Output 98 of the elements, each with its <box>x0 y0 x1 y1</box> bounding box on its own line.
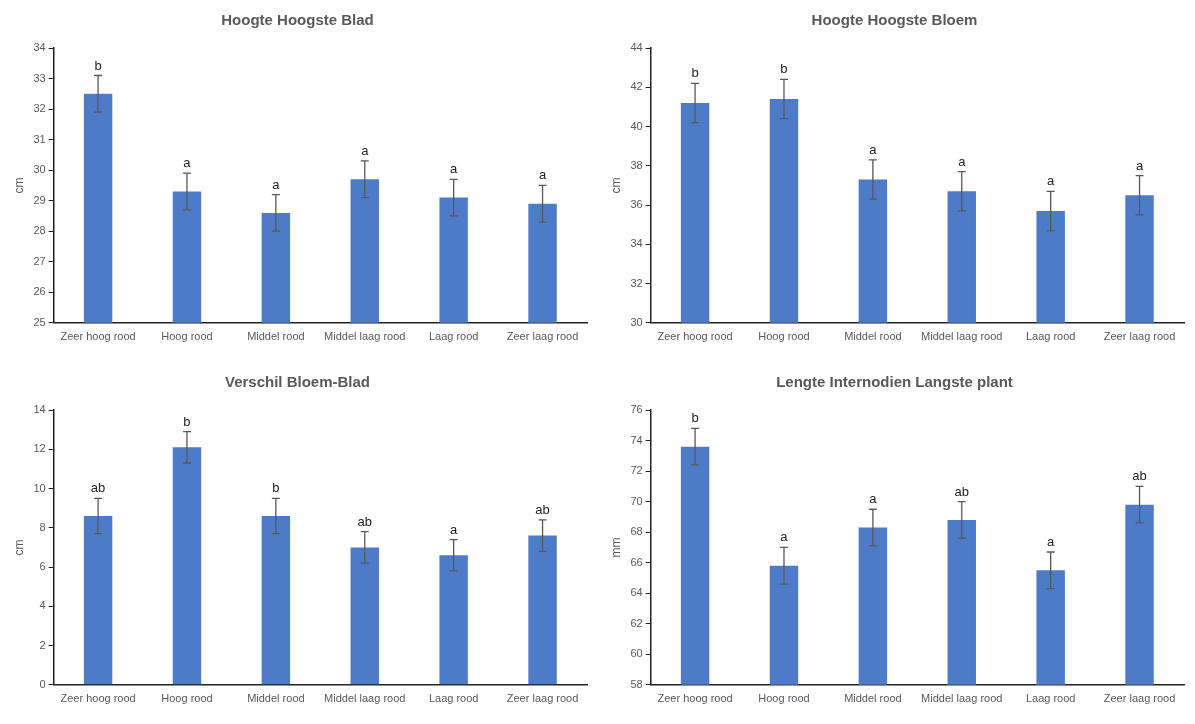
y-tick-label: 30 <box>33 163 46 176</box>
x-tick-label: Zeer hoog rood <box>657 692 733 705</box>
y-tick-label: 26 <box>33 285 46 298</box>
x-tick-label: Zeer laag rood <box>506 330 579 343</box>
annotation: b <box>94 57 102 73</box>
annotation: ab <box>1132 468 1147 484</box>
y-tick-label: 64 <box>630 586 643 599</box>
annotation: b <box>183 413 191 429</box>
y-tick-label: 30 <box>630 315 643 328</box>
y-tick-label: 58 <box>630 677 643 690</box>
bar <box>261 515 291 685</box>
y-axis-title: cm <box>608 177 623 194</box>
annotation: ab <box>535 502 550 517</box>
bar <box>172 447 202 685</box>
x-tick-label: Hoog rood <box>758 692 810 705</box>
annotation: b <box>780 61 788 77</box>
annotation: a <box>1047 534 1056 550</box>
y-tick-label: 34 <box>33 41 46 54</box>
x-tick-label: Zeer laag rood <box>506 692 579 705</box>
x-tick-label: Zeer laag rood <box>1103 692 1176 705</box>
x-tick-label: Hoog rood <box>758 330 810 343</box>
bar <box>439 555 468 685</box>
y-tick-label: 31 <box>33 132 46 145</box>
y-tick-label: 72 <box>630 464 643 477</box>
annotation: ab <box>357 513 372 529</box>
x-tick-label: Laag rood <box>428 330 479 343</box>
y-tick-label: 25 <box>33 315 46 328</box>
chart-title: Hoogte Hoogste Bloem <box>811 11 978 29</box>
y-tick-label: 10 <box>33 481 46 494</box>
annotation: ab <box>90 480 106 496</box>
x-tick-label: Laag rood <box>1025 330 1076 343</box>
bar <box>83 515 113 685</box>
x-tick-label: Zeer hoog rood <box>60 330 136 343</box>
y-tick-label: 60 <box>630 647 643 660</box>
chart-title: Verschil Bloem-Blad <box>224 373 371 391</box>
y-tick-label: 44 <box>630 41 643 54</box>
x-tick-label: Middel laag rood <box>921 330 1003 343</box>
annotation: a <box>1135 157 1144 173</box>
x-tick-label: Middel laag rood <box>921 692 1003 705</box>
annotation: a <box>538 167 547 183</box>
annotation: a <box>869 141 878 157</box>
x-tick-label: Middel laag rood <box>324 330 406 343</box>
annotation: a <box>183 155 192 171</box>
x-tick-label: Zeer laag rood <box>1103 330 1176 343</box>
bar <box>350 547 379 685</box>
annotation: a <box>780 529 789 545</box>
y-axis-title: mm <box>608 537 623 558</box>
y-tick-label: 34 <box>630 237 643 250</box>
y-axis-title: cm <box>11 177 26 194</box>
annotation: a <box>272 176 281 192</box>
y-axis-title: cm <box>11 539 26 556</box>
y-tick-label: 0 <box>39 677 46 690</box>
y-tick-label: 12 <box>33 442 46 455</box>
y-tick-label: 28 <box>33 224 46 237</box>
x-tick-label: Zeer hoog rood <box>60 692 136 705</box>
x-tick-label: Zeer hoog rood <box>657 330 733 343</box>
annotation: b <box>691 410 699 426</box>
x-tick-label: Middel rood <box>844 330 902 343</box>
annotation: a <box>450 521 459 537</box>
x-tick-label: Hoog rood <box>161 692 213 705</box>
y-tick-label: 27 <box>33 254 46 267</box>
annotation: b <box>272 480 280 496</box>
chart-title: Lengte Internodien Langste plant <box>776 373 1013 391</box>
y-tick-label: 29 <box>33 193 46 206</box>
y-tick-label: 32 <box>33 102 46 115</box>
y-tick-label: 14 <box>33 403 46 416</box>
y-tick-label: 66 <box>630 555 643 568</box>
x-tick-label: Hoog rood <box>161 330 213 343</box>
y-tick-label: 38 <box>630 158 643 171</box>
x-tick-label: Middel rood <box>247 330 305 343</box>
x-tick-label: Middel rood <box>844 692 902 705</box>
x-tick-label: Laag rood <box>1025 692 1076 705</box>
y-tick-label: 36 <box>630 198 643 211</box>
x-tick-label: Laag rood <box>428 692 479 705</box>
y-tick-label: 68 <box>630 525 643 538</box>
y-tick-label: 33 <box>33 71 46 84</box>
bar <box>528 535 557 685</box>
y-tick-label: 42 <box>630 80 643 93</box>
annotation: a <box>361 143 370 159</box>
y-tick-label: 4 <box>39 599 46 612</box>
x-tick-label: Middel rood <box>247 692 305 705</box>
annotation: a <box>450 161 459 177</box>
x-tick-label: Middel laag rood <box>324 692 406 705</box>
y-tick-label: 32 <box>630 276 643 289</box>
y-tick-label: 6 <box>39 560 46 573</box>
y-tick-label: 70 <box>630 494 643 507</box>
annotation: a <box>869 491 878 507</box>
chart-title: Hoogte Hoogste Blad <box>221 11 374 29</box>
y-tick-label: 74 <box>630 433 643 446</box>
y-tick-label: 2 <box>39 638 46 651</box>
y-tick-label: 76 <box>630 403 643 416</box>
y-tick-label: 62 <box>630 616 643 629</box>
y-tick-label: 8 <box>39 520 46 533</box>
annotation: a <box>1047 173 1056 189</box>
annotation: b <box>691 65 699 81</box>
y-tick-label: 40 <box>630 119 643 132</box>
annotation: ab <box>954 483 969 499</box>
annotation: a <box>958 153 967 169</box>
